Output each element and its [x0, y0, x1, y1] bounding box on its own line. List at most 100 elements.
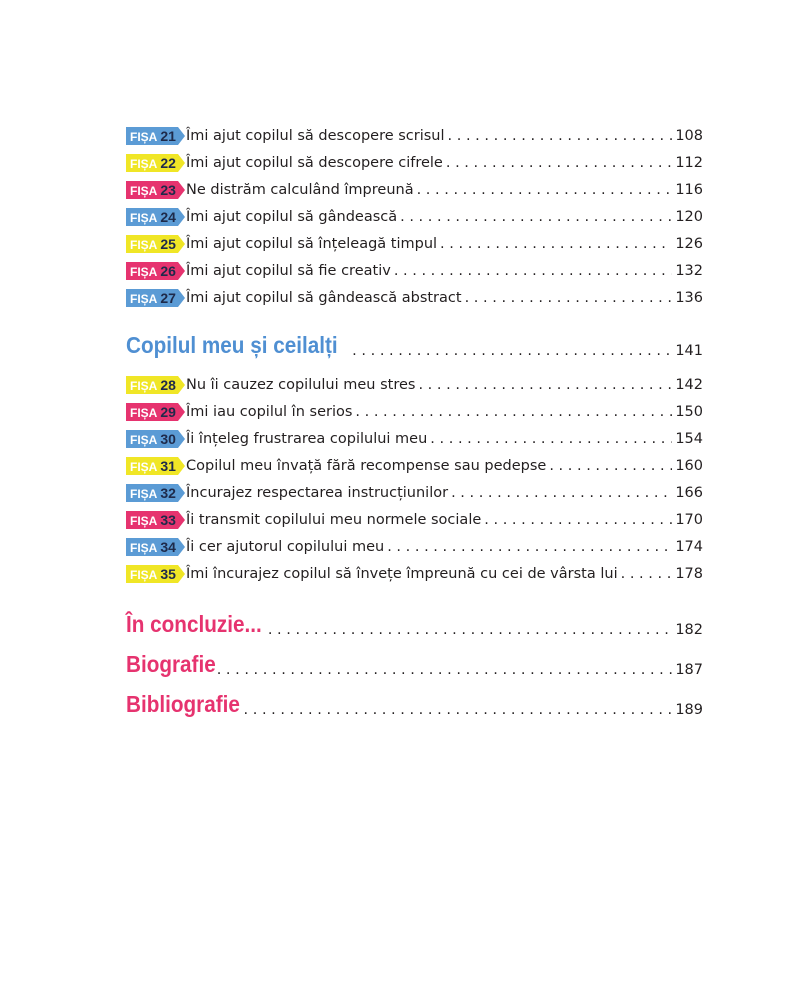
dot-leader [446, 155, 672, 171]
fisa-tag: FIȘA 31 [126, 457, 185, 475]
entry-title: Nu îi cauzez copilului meu stres [186, 377, 416, 393]
fisa-label: FIȘA [130, 487, 158, 501]
page-number: 116 [675, 182, 703, 198]
fisa-label: FIȘA [130, 541, 158, 555]
page-number: 150 [675, 404, 703, 420]
fisa-number: 34 [160, 539, 176, 555]
fisa-tag: FIȘA 25 [126, 235, 185, 253]
page-number: 141 [675, 343, 703, 359]
fisa-tag: FIȘA 33 [126, 511, 185, 529]
heading-title: Bibliografie [126, 691, 240, 717]
toc-entry: FIȘA 35 Îmi încurajez copilul să învețe îm… [126, 564, 703, 584]
fisa-label: FIȘA [130, 406, 158, 420]
page-number: 187 [675, 662, 703, 678]
dot-leader [484, 512, 672, 528]
fisa-number: 33 [160, 512, 176, 528]
fisa-label: FIȘA [130, 157, 158, 171]
page-number: 132 [675, 263, 703, 279]
toc-entry: FIȘA 33 Îi transmit copilului meu normele … [126, 510, 703, 530]
entry-title: Îmi ajut copilul să gândească [186, 209, 398, 225]
toc-entry: FIȘA 32 Încurajez respectarea instrucțiuni… [126, 483, 703, 503]
page-number: 178 [675, 566, 703, 582]
fisa-label: FIȘA [130, 568, 158, 582]
heading-title: Biografie [126, 651, 216, 677]
entry-title: Îi înțeleg frustrarea copilului meu [186, 431, 428, 447]
fisa-tag: FIȘA 26 [126, 262, 185, 280]
fisa-tag: FIȘA 28 [126, 376, 185, 394]
page-number: 126 [675, 236, 703, 252]
entry-title: Îmi ajut copilul să descopere scrisul [186, 128, 445, 144]
dot-leader [549, 458, 672, 474]
fisa-tag: FIȘA 34 [126, 538, 185, 556]
dot-leader [418, 377, 672, 393]
entry-title: Îmi iau copilul în serios [186, 404, 353, 420]
fisa-number: 32 [160, 485, 176, 501]
dot-leader [352, 343, 672, 359]
toc-entry: FIȘA 30 Îi înțeleg frustrarea copilului me… [126, 429, 703, 449]
page-number: 154 [675, 431, 703, 447]
fisa-label: FIȘA [130, 265, 158, 279]
dot-leader [400, 209, 672, 225]
toc-entry: FIȘA 25 Îmi ajut copilul să înțeleagă timp… [126, 234, 703, 254]
fisa-label: FIȘA [130, 130, 158, 144]
entry-title: Îi transmit copilului meu normele social… [186, 512, 482, 528]
dot-leader [448, 128, 673, 144]
fisa-number: 25 [160, 236, 176, 252]
dot-leader [465, 290, 673, 306]
page-number: 170 [675, 512, 703, 528]
toc-entry: FIȘA 22 Îmi ajut copilul să descopere cifr… [126, 153, 703, 173]
dot-leader [355, 404, 672, 420]
fisa-number: 26 [160, 263, 176, 279]
dot-leader [244, 702, 673, 718]
fisa-tag: FIȘA 23 [126, 181, 185, 199]
entry-title: Copilul meu învață fără recompense sau p… [186, 458, 547, 474]
page-number: 112 [675, 155, 703, 171]
fisa-tag: FIȘA 27 [126, 289, 185, 307]
section-heading: Bibliografie 189 [126, 690, 703, 718]
heading-title: Copilul meu și ceilalți [126, 332, 338, 358]
fisa-number: 21 [160, 128, 176, 144]
page-number: 120 [675, 209, 703, 225]
fisa-number: 22 [160, 155, 176, 171]
toc-entry: FIȘA 31 Copilul meu învață fără recompense… [126, 456, 703, 476]
page-number: 182 [675, 622, 703, 638]
fisa-tag: FIȘA 21 [126, 127, 185, 145]
fisa-number: 29 [160, 404, 176, 420]
entry-title: Îmi ajut copilul să descopere cifrele [186, 155, 443, 171]
page-number: 136 [675, 290, 703, 306]
entry-title: Îi cer ajutorul copilului meu [186, 539, 385, 555]
fisa-tag: FIȘA 29 [126, 403, 185, 421]
fisa-number: 28 [160, 377, 176, 393]
fisa-tag: FIȘA 35 [126, 565, 185, 583]
fisa-tag: FIȘA 32 [126, 484, 185, 502]
fisa-tag: FIȘA 24 [126, 208, 185, 226]
section-heading: Copilul meu și ceilalți 141 [126, 331, 703, 359]
dot-leader [430, 431, 672, 447]
page-number: 166 [675, 485, 703, 501]
dot-leader [451, 485, 672, 501]
entry-title: Ne distrăm calculând împreună [186, 182, 414, 198]
page-number: 174 [675, 539, 703, 555]
page-number: 160 [675, 458, 703, 474]
fisa-label: FIȘA [130, 379, 158, 393]
fisa-number: 27 [160, 290, 176, 306]
fisa-label: FIȘA [130, 211, 158, 225]
dot-leader [417, 182, 673, 198]
fisa-number: 30 [160, 431, 176, 447]
entry-title: Îmi ajut copilul să înțeleagă timpul [186, 236, 438, 252]
dot-leader [621, 566, 673, 582]
fisa-tag: FIȘA 30 [126, 430, 185, 448]
toc-entry: FIȘA 27 Îmi ajut copilul să gândească abst… [126, 288, 703, 308]
page-number: 189 [675, 702, 703, 718]
fisa-number: 24 [160, 209, 176, 225]
entry-title: Îmi încurajez copilul să învețe împreună… [186, 566, 618, 582]
page-number: 108 [675, 128, 703, 144]
entry-title: Îmi ajut copilul să fie creativ [186, 263, 391, 279]
dot-leader [387, 539, 672, 555]
